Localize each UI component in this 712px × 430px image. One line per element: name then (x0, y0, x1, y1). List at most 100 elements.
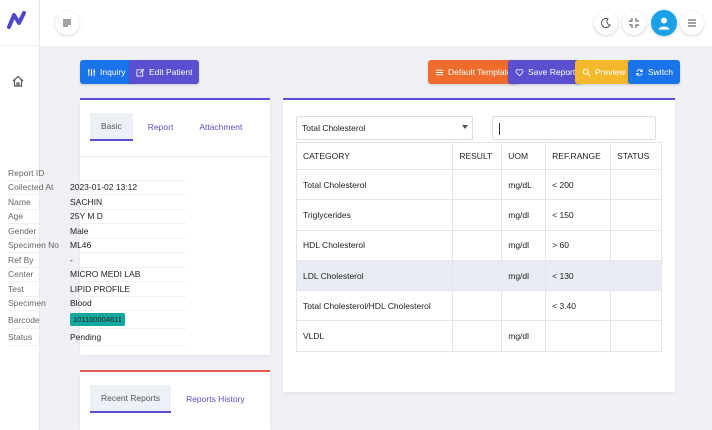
info-label: Name (8, 196, 31, 207)
rail-divider (0, 45, 40, 46)
info-value: LIPID PROFILE (70, 283, 130, 294)
info-row-gender: Gender Male (8, 224, 186, 239)
hamburger-icon (688, 19, 696, 27)
save-report-button[interactable]: Save Report (508, 60, 583, 84)
col-status: STATUS (610, 142, 662, 170)
report-table: CATEGORY RESULT UOM REF.RANGE STATUS Tot… (295, 142, 662, 352)
user-icon (658, 17, 670, 30)
preview-button[interactable]: Preview (575, 60, 633, 84)
info-value: Pending (70, 332, 102, 342)
collapse-icon (629, 18, 639, 28)
info-label: Center (8, 269, 34, 280)
list-icon (435, 69, 444, 75)
app-logo[interactable] (5, 9, 29, 33)
col-ref-range: REF.RANGE (545, 142, 612, 170)
cell-result[interactable] (452, 259, 503, 292)
cell-ref-range: < 150 (545, 199, 612, 231)
cell-result[interactable] (452, 199, 503, 231)
switch-button[interactable]: Switch (628, 60, 681, 84)
user-avatar[interactable] (651, 10, 677, 36)
cell-category: Total Cholesterol (295, 168, 454, 201)
info-value: 25Y M D (70, 211, 103, 222)
info-row-specimen-no: Specimen No ML46 (8, 239, 186, 253)
cell-status (610, 290, 662, 322)
cell-result[interactable] (452, 290, 503, 322)
menu-lines-icon (63, 19, 71, 27)
edit-patient-label: Edit Patient (149, 67, 193, 77)
table-row: Total Cholesterol mg/dL < 200 (295, 168, 662, 201)
cell-ref-range: < 200 (545, 168, 612, 201)
table-header-row: CATEGORY RESULT UOM REF.RANGE STATUS (295, 142, 662, 170)
info-label: Specimen (8, 298, 46, 309)
info-row-ref-by: Ref By - (8, 253, 186, 268)
cell-status (610, 259, 662, 292)
info-row-collected-at: Collected At 2023-01-02 13:12 (8, 181, 186, 195)
inquiry-button[interactable]: Inquiry (80, 60, 133, 84)
info-label: Age (8, 211, 24, 222)
table-row: Triglycerides mg/dl < 150 (295, 199, 662, 231)
cell-result[interactable] (452, 168, 503, 201)
home-icon[interactable] (11, 74, 25, 88)
info-row-report-id: Report ID (8, 166, 186, 181)
preview-label: Preview (595, 67, 626, 77)
top-bar (40, 0, 712, 46)
fullscreen-button[interactable] (622, 11, 646, 35)
switch-label: Switch (648, 67, 674, 77)
info-value: MICRO MEDI LAB (70, 269, 141, 280)
edit-patient-button[interactable]: Edit Patient (129, 60, 200, 84)
refresh-icon (636, 68, 643, 76)
tab-attachment[interactable]: Attachment (199, 122, 243, 132)
save-report-label: Save Report (528, 67, 576, 77)
default-template-button[interactable]: Default Template (428, 60, 519, 84)
cell-ref-range: < 130 (545, 259, 612, 292)
sliders-icon (87, 68, 96, 76)
col-uom: UOM (501, 142, 547, 170)
cell-status (610, 320, 662, 352)
test-select-value: Total Cholesterol (302, 123, 366, 133)
search-icon (582, 68, 591, 76)
table-row: HDL Cholesterol mg/dl > 60 (295, 229, 662, 261)
info-value: SACHIN (70, 196, 103, 207)
settings-menu-button[interactable] (680, 11, 704, 35)
info-row-name: Name SACHIN (8, 195, 186, 210)
cell-uom: mg/dl (501, 229, 547, 261)
tab-reports-history[interactable]: Reports History (186, 394, 245, 404)
chevron-down-icon (462, 125, 468, 129)
edit-icon (136, 68, 145, 77)
cell-category: HDL Cholesterol (295, 229, 454, 261)
inquiry-label: Inquiry (100, 67, 126, 77)
info-value: Blood (70, 298, 92, 309)
cell-result[interactable] (452, 229, 503, 261)
text-cursor (499, 123, 500, 135)
cell-uom (501, 290, 547, 322)
cell-uom: mg/dl (501, 259, 547, 292)
table-row: Total Cholesterol/HDL Cholesterol < 3.40 (295, 290, 662, 322)
tab-recent-reports[interactable]: Recent Reports (90, 385, 172, 413)
tab-basic[interactable]: Basic (90, 113, 133, 141)
table-row: VLDL mg/dl (295, 320, 662, 352)
cell-result[interactable] (452, 320, 503, 352)
cell-status (610, 168, 662, 201)
info-value: ML46 (70, 240, 92, 251)
cell-uom: mg/dL (501, 168, 547, 201)
col-result: RESULT (452, 142, 503, 170)
menu-toggle-button[interactable] (55, 11, 79, 35)
theme-toggle-button[interactable] (594, 11, 618, 35)
cell-category: Total Cholesterol/HDL Cholesterol (295, 290, 454, 322)
tab-report[interactable]: Report (147, 122, 174, 132)
history-tabs: Recent Reports Reports History (90, 385, 256, 413)
cell-ref-range: > 60 (545, 229, 612, 261)
tabs-divider (80, 156, 270, 157)
report-text-input[interactable] (492, 116, 656, 140)
info-row-barcode: Barcode 101100004611 (8, 311, 186, 329)
info-label: Ref By (8, 254, 34, 265)
cell-category: VLDL (295, 320, 454, 352)
test-select[interactable]: Total Cholesterol (296, 116, 473, 140)
info-row-center: Center MICRO MEDI LAB (8, 268, 186, 282)
info-label: Report ID (8, 167, 45, 178)
cell-ref-range: < 3.40 (545, 290, 612, 322)
info-row-test: Test LIPID PROFILE (8, 282, 186, 297)
info-value: Male (70, 225, 89, 236)
info-value: - (70, 254, 73, 265)
cell-uom: mg/dl (501, 199, 547, 231)
